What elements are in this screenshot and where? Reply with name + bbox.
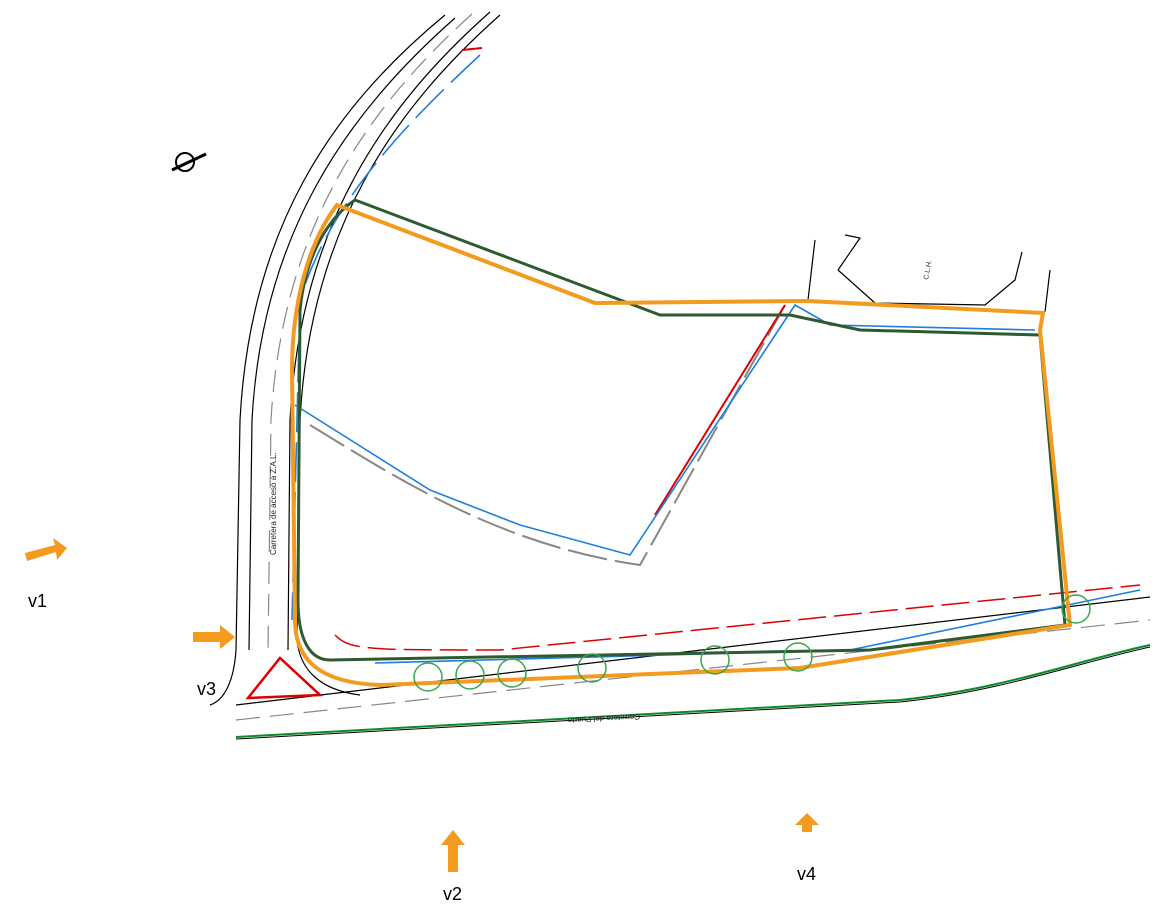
access-road <box>209 11 501 706</box>
arrow-v2 <box>441 830 465 872</box>
viewpoint-label: v1 <box>28 591 47 611</box>
road-edge <box>235 596 1151 706</box>
tree <box>700 645 730 675</box>
red-dashed-line <box>334 584 1141 651</box>
trees <box>413 594 1091 692</box>
parcel-edge <box>837 234 862 271</box>
tree <box>1061 594 1091 624</box>
parcel-edge <box>807 239 816 301</box>
viewpoint-label: v4 <box>797 864 816 884</box>
road-centerline <box>267 13 473 651</box>
arrow-v3 <box>193 625 235 649</box>
clh-parcel <box>807 234 1051 313</box>
tree <box>577 653 607 683</box>
viewpoint-label: v3 <box>197 679 216 699</box>
road-label: Carretera del Puerto <box>567 712 640 725</box>
port-road <box>235 596 1151 740</box>
road-edge <box>235 644 1151 738</box>
north-circle <box>175 152 195 172</box>
road-edge <box>296 14 501 696</box>
red-line <box>654 304 786 516</box>
north-arrow <box>171 152 207 172</box>
road-edge <box>248 17 456 651</box>
viewpoint-label: v2 <box>443 884 462 904</box>
blue-line <box>291 54 481 621</box>
road-edge <box>209 14 446 706</box>
tree <box>455 660 485 690</box>
green-boundary <box>296 198 1067 662</box>
water-lines <box>291 54 1141 664</box>
north-symbol <box>171 152 207 172</box>
road-edge <box>287 11 491 651</box>
blue-line <box>294 303 1036 556</box>
parcel-edge <box>1044 269 1051 313</box>
road-label: Carretera de acceso a Z.A.L. <box>269 452 278 555</box>
parcel-label: C.L.H. <box>923 260 933 281</box>
tree <box>783 642 813 672</box>
road-edge <box>235 646 1151 740</box>
traffic-island <box>245 656 324 700</box>
parcel-edge <box>837 251 1023 306</box>
tree <box>497 658 527 688</box>
arrow-v4 <box>795 813 819 832</box>
site-boundary <box>289 202 1073 688</box>
tree <box>413 662 443 692</box>
arrow-v1 <box>25 538 67 561</box>
gray-line <box>309 304 786 567</box>
red-mark <box>461 47 483 51</box>
viewpoint-arrows <box>25 538 819 872</box>
